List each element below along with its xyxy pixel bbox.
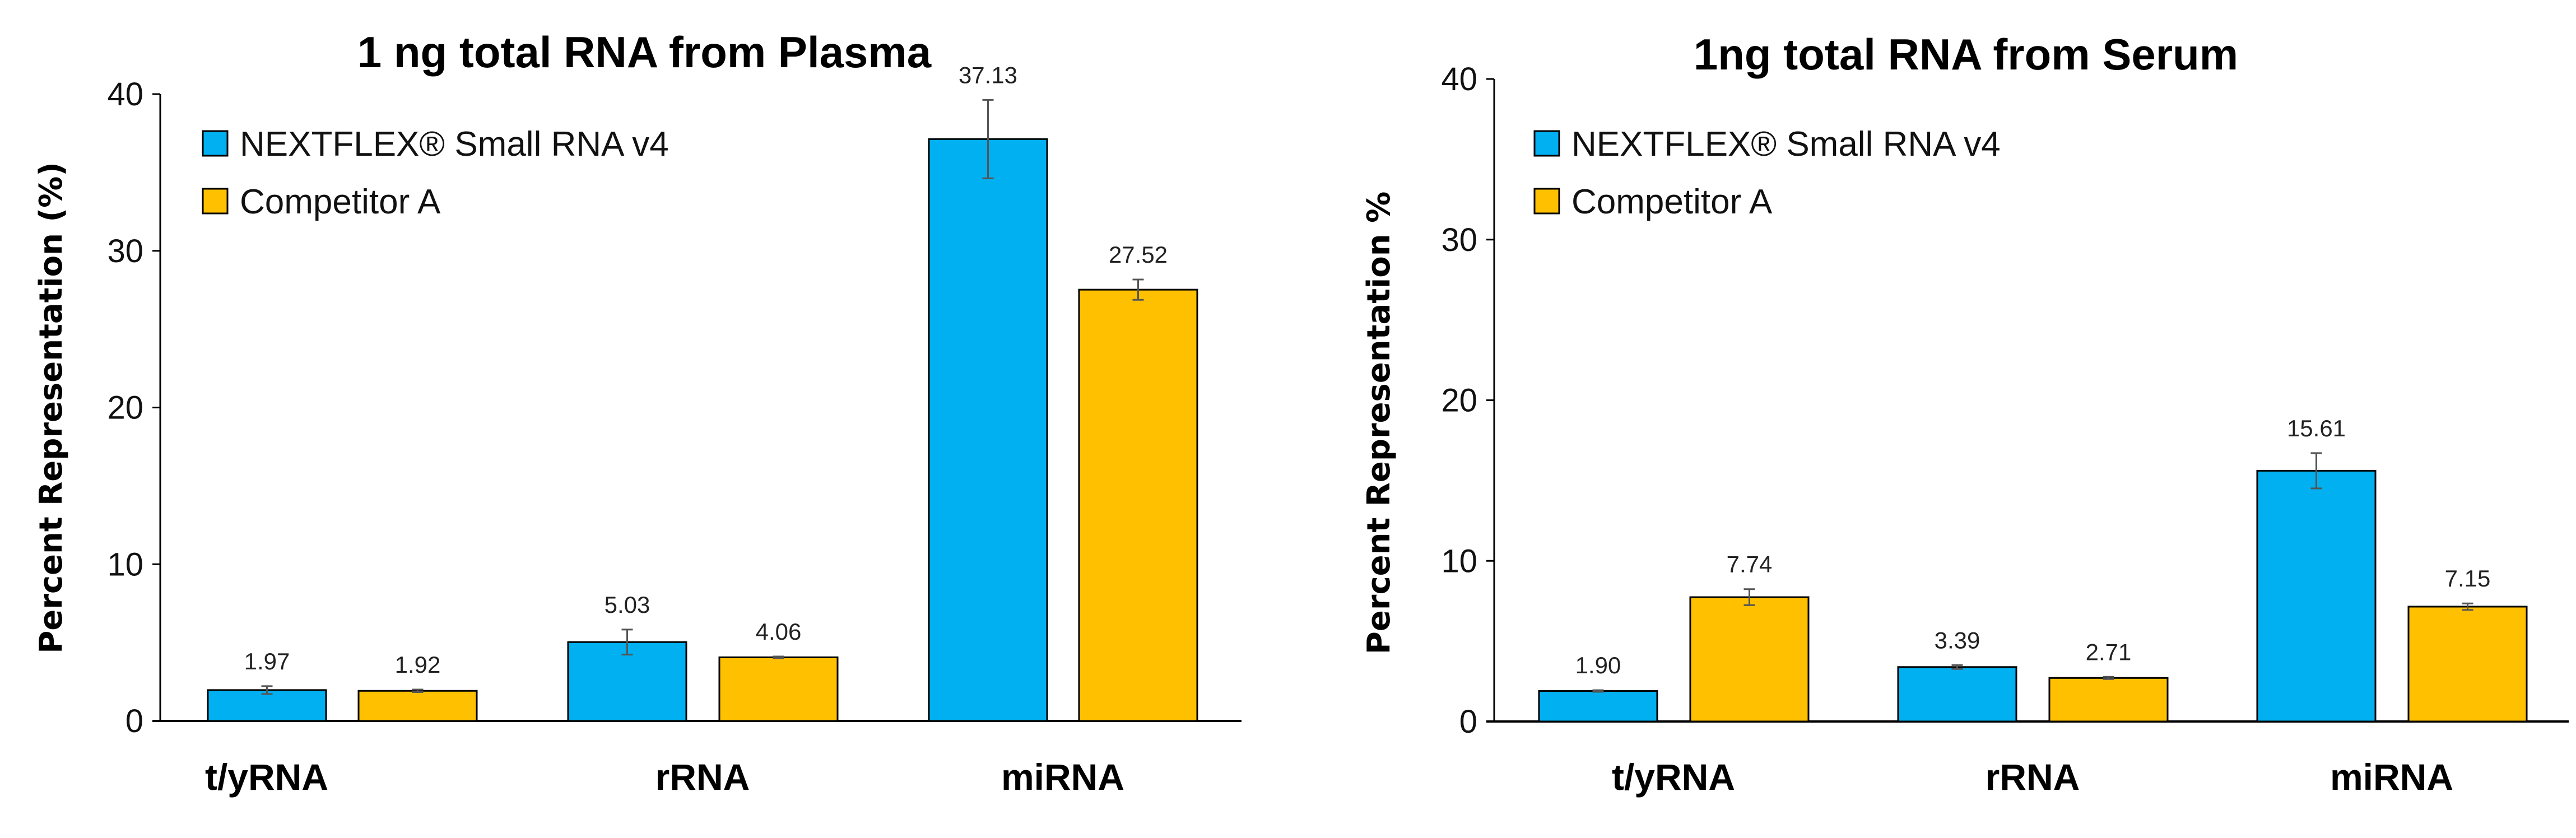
data-label: 27.52 — [1109, 241, 1168, 268]
data-label: 7.74 — [1727, 551, 1773, 578]
category-label: t/yRNA — [1612, 756, 1735, 798]
data-label: 7.15 — [2445, 565, 2491, 592]
data-label: 1.92 — [395, 651, 441, 678]
category-label: rRNA — [655, 756, 750, 798]
y-tick-label: 0 — [125, 703, 143, 739]
category-label: t/yRNA — [205, 756, 328, 798]
bar-nextflex — [207, 689, 327, 722]
y-tick-label: 20 — [1441, 383, 1477, 419]
legend-swatch-competitor — [202, 188, 229, 215]
bar-competitor — [2407, 606, 2528, 723]
category-label: miRNA — [2330, 756, 2453, 798]
data-label: 5.03 — [605, 592, 650, 618]
data-label: 2.71 — [2086, 639, 2132, 665]
y-axis-label: Percent Representation % — [1361, 192, 1397, 654]
data-label: 1.97 — [244, 648, 290, 674]
legend-label-nextflex: NEXTFLEX® Small RNA v4 — [240, 125, 669, 164]
data-label: 3.39 — [1935, 627, 1980, 653]
legend-swatch-nextflex — [1533, 130, 1560, 157]
bar-competitor — [1078, 288, 1198, 722]
y-tick-label: 40 — [1441, 61, 1477, 97]
bar-competitor — [2048, 677, 2169, 723]
legend-swatch-competitor — [1533, 188, 1560, 215]
y-axis-label: Percent Representation (%) — [33, 162, 69, 654]
bar-nextflex — [2256, 469, 2377, 723]
data-label: 1.90 — [1575, 652, 1621, 678]
legend-label-competitor: Competitor A — [1571, 183, 1773, 221]
bar-competitor — [1689, 596, 1810, 723]
bar-nextflex — [928, 138, 1048, 722]
data-label: 15.61 — [2287, 415, 2346, 441]
bar-nextflex — [1538, 690, 1658, 723]
y-tick-label: 30 — [107, 233, 143, 269]
bar-nextflex — [1897, 666, 2017, 723]
legend-swatch-nextflex — [202, 130, 229, 157]
data-label: 4.06 — [756, 618, 802, 645]
bar-competitor — [357, 690, 478, 722]
legend-label-competitor: Competitor A — [240, 183, 441, 221]
category-label: miRNA — [1001, 756, 1124, 798]
y-tick-label: 40 — [107, 76, 143, 113]
y-tick-label: 0 — [1459, 704, 1477, 740]
chart-title: 1ng total RNA from Serum — [1694, 30, 2238, 79]
bar-competitor — [718, 656, 839, 722]
category-label: rRNA — [1986, 756, 2080, 798]
y-tick-label: 10 — [107, 546, 143, 583]
y-tick-label: 10 — [1441, 543, 1477, 579]
chart-title: 1 ng total RNA from Plasma — [357, 27, 932, 77]
legend-label-nextflex: NEXTFLEX® Small RNA v4 — [1571, 125, 2001, 164]
plasma-chart: 1 ng total RNA from Plasma Percent Repre… — [33, 27, 1241, 798]
serum-chart: 1ng total RNA from Serum Percent Represe… — [1361, 30, 2569, 798]
data-label: 37.13 — [959, 62, 1017, 88]
y-tick-label: 30 — [1441, 222, 1477, 258]
y-tick-label: 20 — [107, 390, 143, 426]
